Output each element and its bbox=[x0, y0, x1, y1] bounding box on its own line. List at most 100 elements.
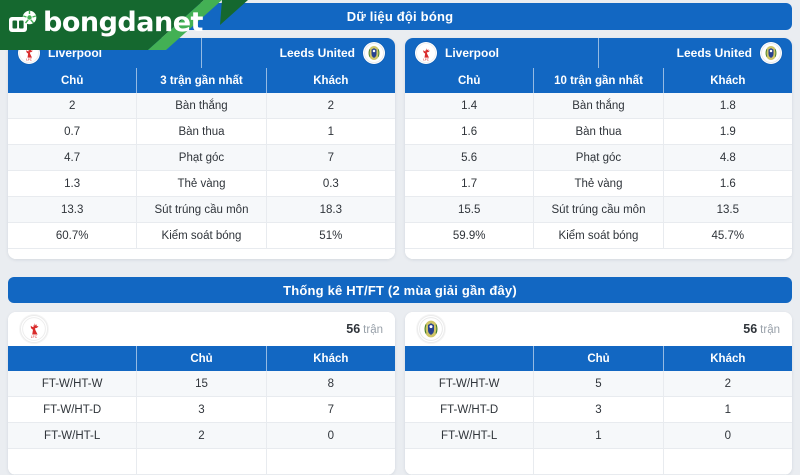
away-value: 1 bbox=[724, 403, 732, 416]
team-header-row: LFC Liverpool Leeds United bbox=[8, 38, 395, 68]
htft-panel-leeds-united: 56 trận Chủ Khách FT-W/HT-W 5 2 FT-W/HT-D… bbox=[405, 312, 792, 475]
stat-label: Bàn thua bbox=[137, 119, 267, 144]
bongdanet-logo[interactable]: bongdanet bbox=[0, 0, 252, 50]
away-team-cell: Leeds United bbox=[202, 38, 395, 68]
stat-rows: 2 Bàn thắng 2 0.7 Bàn thua 1 4.7 Phạt gó… bbox=[8, 93, 395, 249]
stat-label: Bàn thua bbox=[534, 119, 664, 144]
columns-header: Chủ 10 trận gần nhất Khách bbox=[405, 68, 792, 93]
stat-label: Thẻ vàng bbox=[137, 171, 267, 196]
home-value: 3 bbox=[137, 397, 267, 422]
away-value: 1.6 bbox=[719, 177, 736, 190]
col-home-label: Chủ bbox=[137, 346, 267, 371]
table-row: 59.9% Kiểm soát bóng 45.7% bbox=[405, 223, 792, 249]
away-value: 1.8 bbox=[719, 99, 736, 112]
away-value: 1 bbox=[327, 125, 335, 138]
empty-cell bbox=[664, 449, 792, 474]
table-row: FT-W/HT-D 3 7 bbox=[8, 397, 395, 423]
home-value: 5 bbox=[534, 371, 664, 396]
table-row: 1.4 Bàn thắng 1.8 bbox=[405, 93, 792, 119]
matches-count: 56 trận bbox=[743, 322, 780, 336]
col-away-label: Khách bbox=[710, 352, 746, 365]
away-value: 45.7% bbox=[711, 229, 745, 242]
col-home-label: Chủ bbox=[8, 68, 138, 93]
brand-name: bongdanet bbox=[43, 7, 203, 38]
columns-header: Chủ 3 trận gần nhất Khách bbox=[8, 68, 395, 93]
table-row: 4.7 Phạt góc 7 bbox=[8, 145, 395, 171]
col-period-label: 10 trận gần nhất bbox=[534, 68, 664, 93]
home-value: 60.7% bbox=[8, 223, 138, 248]
section2-titlebar: Thống kê HT/FT (2 mùa giải gần đây) bbox=[8, 277, 792, 303]
col-empty bbox=[405, 346, 535, 371]
home-value: 3 bbox=[534, 397, 664, 422]
home-value: 15.5 bbox=[405, 197, 535, 222]
matches-count: 56 trận bbox=[346, 322, 383, 336]
leeds-united-crest-icon bbox=[417, 315, 445, 343]
away-value: 2 bbox=[724, 377, 732, 390]
away-value: 4.8 bbox=[719, 151, 736, 164]
away-value: 8 bbox=[327, 377, 335, 390]
htft-panels: LFC 56 trận Chủ Khách FT-W/HT-W 15 8 FT-W… bbox=[8, 312, 792, 475]
home-team-name: Liverpool bbox=[445, 46, 500, 60]
htft-label: FT-W/HT-D bbox=[8, 397, 138, 422]
club-header-row: LFC 56 trận bbox=[8, 312, 395, 346]
table-row: FT-W/HT-W 15 8 bbox=[8, 371, 395, 397]
home-value: 59.9% bbox=[405, 223, 535, 248]
htft-label: FT-W/HT-W bbox=[8, 371, 138, 396]
football-board-icon bbox=[9, 10, 37, 32]
empty-cell bbox=[137, 449, 267, 474]
stat-label: Bàn thắng bbox=[534, 93, 664, 118]
home-value: 1.4 bbox=[405, 93, 535, 118]
card-footer bbox=[405, 249, 792, 259]
stat-label: Sút trúng cầu môn bbox=[137, 197, 267, 222]
home-team-cell: LFC Liverpool bbox=[405, 38, 599, 68]
col-home-label: Chủ bbox=[534, 346, 664, 371]
section1-title: Dữ liệu đội bóng bbox=[346, 9, 454, 24]
svg-text:LFC: LFC bbox=[26, 58, 32, 62]
empty-cell bbox=[267, 449, 395, 474]
away-value: 51% bbox=[319, 229, 343, 242]
htft-label: FT-W/HT-L bbox=[8, 423, 138, 448]
stat-rows: 1.4 Bàn thắng 1.8 1.6 Bàn thua 1.9 5.6 P… bbox=[405, 93, 792, 249]
home-value: 1.3 bbox=[8, 171, 138, 196]
away-value: 7 bbox=[327, 403, 335, 416]
table-row: FT-W/HT-L 1 0 bbox=[405, 423, 792, 449]
table-row: 0.7 Bàn thua 1 bbox=[8, 119, 395, 145]
stat-label: Bàn thắng bbox=[137, 93, 267, 118]
table-row: FT-W/HT-L 2 0 bbox=[8, 423, 395, 449]
matches-number: 56 bbox=[743, 322, 758, 336]
home-value: 2 bbox=[137, 423, 267, 448]
table-row: 13.3 Sút trúng cầu môn 18.3 bbox=[8, 197, 395, 223]
htft-rows: FT-W/HT-W 15 8 FT-W/HT-D 3 7 FT-W/HT-L 2… bbox=[8, 371, 395, 475]
away-value: 0.3 bbox=[322, 177, 339, 190]
leeds-united-crest-icon bbox=[760, 42, 782, 64]
table-row-partial bbox=[405, 449, 792, 475]
htft-label: FT-W/HT-W bbox=[405, 371, 535, 396]
columns-header: Chủ Khách bbox=[405, 346, 792, 371]
stat-label: Thẻ vàng bbox=[534, 171, 664, 196]
team-header-row: LFC Liverpool Leeds United bbox=[405, 38, 792, 68]
empty-cell bbox=[405, 449, 535, 474]
stat-label: Sút trúng cầu môn bbox=[534, 197, 664, 222]
away-value: 18.3 bbox=[319, 203, 343, 216]
col-empty bbox=[8, 346, 138, 371]
htft-panel-liverpool: LFC 56 trận Chủ Khách FT-W/HT-W 15 8 FT-W… bbox=[8, 312, 395, 475]
col-away-label: Khách bbox=[313, 352, 349, 365]
club-header-row: 56 trận bbox=[405, 312, 792, 346]
col-home-label: Chủ bbox=[405, 68, 535, 93]
away-value: 2 bbox=[327, 99, 335, 112]
table-row: 15.5 Sút trúng cầu môn 13.5 bbox=[405, 197, 792, 223]
stat-label: Kiểm soát bóng bbox=[534, 223, 664, 248]
away-value: 0 bbox=[327, 429, 335, 442]
home-value: 0.7 bbox=[8, 119, 138, 144]
away-team-name: Leeds United bbox=[279, 46, 355, 60]
stat-label: Phạt góc bbox=[534, 145, 664, 170]
team-data-panels: LFC Liverpool Leeds United bbox=[8, 38, 792, 259]
home-value: 2 bbox=[8, 93, 138, 118]
away-value: 1.9 bbox=[719, 125, 736, 138]
home-value: 13.3 bbox=[8, 197, 138, 222]
svg-text:LFC: LFC bbox=[31, 335, 38, 339]
stat-label: Kiểm soát bóng bbox=[137, 223, 267, 248]
col-period-label: 3 trận gần nhất bbox=[137, 68, 267, 93]
team-data-panel-10-matches: LFC Liverpool Leeds United bbox=[405, 38, 792, 259]
stat-label: Phạt góc bbox=[137, 145, 267, 170]
